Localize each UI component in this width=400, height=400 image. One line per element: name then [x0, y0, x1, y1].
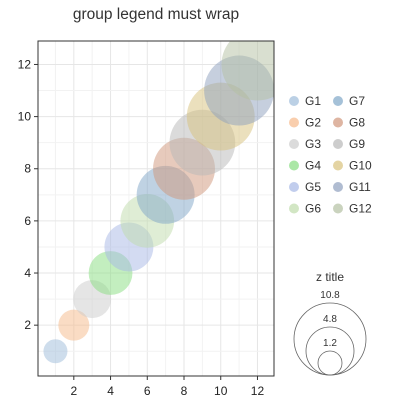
legend-label-g1: G1 [305, 94, 321, 108]
legend-label-g9: G9 [349, 137, 365, 151]
legend-marker-g2 [289, 117, 299, 128]
legend-label-g5: G5 [305, 180, 321, 194]
group-legend: G1 G2 G3 G4 G5 G6 G7 G8 G9 G10 G11 G12 [289, 94, 372, 216]
legend-label-g7: G7 [349, 94, 365, 108]
legend-label-g2: G2 [305, 116, 321, 130]
y-tick-label: 12 [18, 57, 32, 71]
chart-title: group legend must wrap [72, 6, 240, 23]
legend-label-g4: G4 [305, 159, 321, 173]
axis-ticks: 2 4 6 8 10 12 2 4 6 8 10 12 [18, 57, 265, 398]
legend-label-g6: G6 [305, 202, 321, 216]
size-legend-title: z title [316, 270, 344, 284]
legend-label-g11: G11 [349, 180, 371, 194]
bubble-g1 [43, 339, 68, 364]
x-tick-label: 10 [214, 384, 228, 398]
legend-marker-g5 [289, 182, 299, 192]
legend-marker-g12 [333, 203, 343, 214]
bubble-g2 [58, 309, 90, 341]
size-legend-circle [317, 350, 343, 376]
y-tick-label: 4 [24, 266, 31, 280]
bubble-layer [43, 41, 274, 364]
size-legend-label: 10.8 [320, 290, 340, 301]
y-tick-label: 6 [24, 214, 31, 228]
legend-marker-g8 [333, 117, 343, 128]
x-tick-label: 12 [251, 384, 265, 398]
legend-label-g8: G8 [349, 116, 365, 130]
size-legend-label: 4.8 [323, 314, 337, 325]
legend-marker-g10 [333, 160, 343, 171]
legend-label-g10: G10 [349, 159, 372, 173]
y-tick-label: 8 [24, 162, 31, 176]
plot-frame [37, 40, 275, 377]
size-legend: z title 10.8 4.8 1.2 [293, 270, 367, 376]
bubble-g12 [221, 41, 274, 101]
x-tick-label: 2 [70, 384, 77, 398]
size-legend-label: 1.2 [323, 338, 337, 349]
x-tick-label: 8 [181, 384, 188, 398]
legend-marker-g7 [333, 96, 343, 106]
legend-marker-g3 [289, 139, 299, 149]
legend-marker-g6 [289, 203, 299, 214]
legend-label-g12: G12 [349, 202, 372, 216]
legend-label-g3: G3 [305, 137, 321, 151]
legend-marker-g4 [289, 160, 299, 171]
x-tick-label: 4 [107, 384, 114, 398]
legend-marker-g9 [333, 139, 343, 149]
legend-marker-g11 [333, 182, 343, 192]
y-tick-label: 10 [18, 110, 32, 124]
legend-marker-g1 [289, 96, 299, 106]
y-tick-label: 2 [24, 318, 31, 332]
x-tick-label: 6 [144, 384, 151, 398]
